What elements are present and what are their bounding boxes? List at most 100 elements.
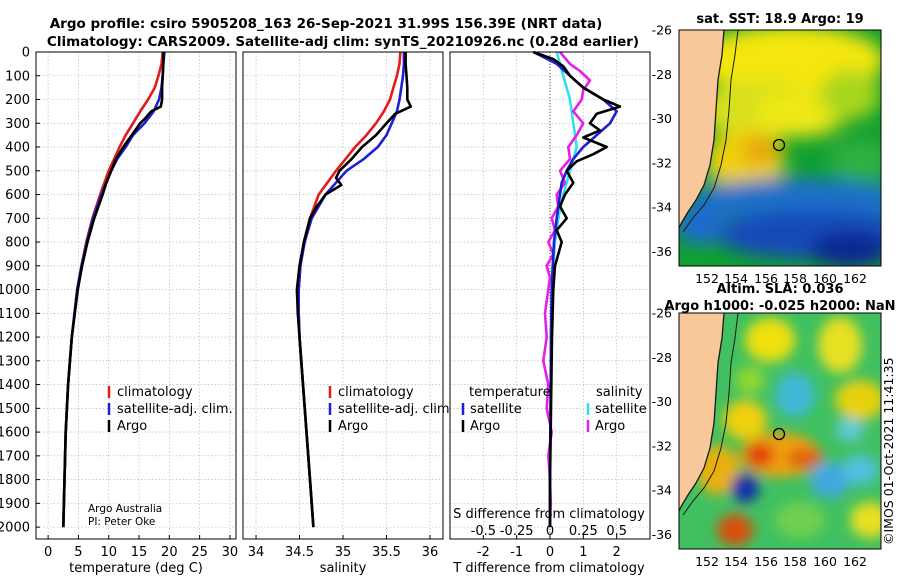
x-tick-label: 30 (222, 545, 239, 560)
sla-profile-marker (772, 427, 786, 441)
sla-shelf-contour (682, 313, 739, 516)
legend-argo-label: Argo (338, 419, 368, 434)
difference-panel: -2 -1 0 1 2 -0.5 -0.25 0 0.25 0.5 S difference f… (449, 50, 651, 576)
x-tick-label: 15 (131, 545, 148, 560)
y-tick-label: 700 (5, 212, 30, 227)
x-tick-label: -1 (510, 545, 523, 560)
sla-lat-tick-labels: -26 -28 -30 -32 -34 -36 (652, 306, 672, 542)
legend-climatology-label: climatology (117, 385, 193, 400)
lat-tick-label: -30 (652, 111, 672, 126)
lat-tick-label: -32 (652, 155, 672, 170)
lon-tick-label: 154 (724, 271, 748, 286)
s-tick-label: 0.5 (606, 524, 627, 539)
temperature-panel: 0100200300400500600700800900100011001200… (0, 46, 238, 577)
salinity-panel: 34 34.5 35 35.5 36 salinity climatology sate… (242, 51, 454, 576)
legend-argo-label: Argo (117, 419, 147, 434)
lon-tick-label: 162 (843, 271, 867, 286)
series-line-t-argo (532, 50, 622, 528)
sst-lat-tick-labels: -26 -28 -30 -32 -34 -36 (652, 23, 672, 259)
s-tick-label: -0.25 (500, 524, 534, 539)
lat-tick-label: -30 (652, 394, 672, 409)
s-difference-label: S difference from climatology (453, 507, 645, 522)
lon-tick-label: 158 (783, 554, 807, 569)
legend-salinity-title: salinity (596, 385, 643, 400)
lon-tick-label: 156 (754, 271, 778, 286)
legend-temperature-title: temperature (469, 385, 551, 400)
x-tick-label: 35.5 (372, 545, 401, 560)
sla-lon-tick-labels: 152 154 156 158 160 162 (695, 554, 867, 569)
series-line-s-argo (541, 51, 592, 528)
x-tick-label: 2 (613, 545, 621, 560)
s-difference-tick-labels: -0.5 -0.25 0 0.25 0.5 (471, 524, 627, 539)
temperature-tick-labels: 0 5 10 15 20 25 30 (44, 535, 238, 560)
salinity-legend: climatology satellite-adj. clim. Argo (328, 385, 454, 434)
y-tick-label: 1600 (0, 426, 30, 441)
credit-line-2: PI: Peter Oke (88, 516, 155, 528)
legend-s-argo-label: Argo (595, 419, 625, 434)
lat-tick-label: -36 (652, 527, 672, 542)
timestamp: ©IMOS 01-Oct-2021 11:41:35 (881, 357, 896, 545)
lon-tick-label: 152 (695, 271, 719, 286)
lon-tick-label: 154 (724, 554, 748, 569)
x-tick-label: 34.5 (285, 545, 314, 560)
legend-satellite-label: satellite-adj. clim. (117, 402, 233, 417)
lat-tick-label: -26 (652, 23, 672, 38)
sst-lon-tick-labels: 152 154 156 158 160 162 (695, 271, 867, 286)
x-tick-label: 35 (335, 545, 352, 560)
legend-t-argo-label: Argo (470, 419, 500, 434)
series-line-argo (62, 52, 165, 528)
sst-land (679, 30, 724, 228)
x-tick-label: 0 (546, 545, 554, 560)
lat-tick-label: -26 (652, 306, 672, 321)
lat-tick-label: -28 (652, 67, 672, 82)
x-tick-label: 34 (248, 545, 265, 560)
depth-tick-labels: 0 100 200 300 400 500 600 700 800 900 1000 1100 1200… (0, 46, 40, 536)
salinity-series (295, 51, 413, 528)
difference-legend: temperature satellite Argo salinity sate… (461, 385, 647, 434)
y-tick-label: 400 (5, 141, 30, 156)
x-tick-label: 20 (161, 545, 178, 560)
legend-t-satellite-label: satellite (470, 402, 522, 417)
x-tick-label: 36 (422, 545, 439, 560)
legend-satellite-label: satellite-adj. clim. (338, 402, 454, 417)
legend-s-satellite-label: satellite (595, 402, 647, 417)
sst-shelf-contour (682, 30, 739, 233)
y-tick-label: 1700 (0, 449, 30, 464)
x-tick-label: 5 (74, 545, 82, 560)
lat-tick-label: -34 (652, 483, 672, 498)
sla-map-panel: Altim. SLA: 0.036 Argo h1000: -0.025 h20… (652, 282, 896, 569)
lat-tick-label: -32 (652, 438, 672, 453)
sla-map-title-1: Altim. SLA: 0.036 (717, 282, 844, 297)
y-tick-label: 500 (5, 164, 30, 179)
sst-map-panel: sat. SST: 18.9 Argo: 19 152 154 156 (652, 12, 882, 286)
t-difference-x-label: T difference from climatology (452, 561, 645, 576)
y-tick-label: 1100 (0, 307, 30, 322)
sst-field (679, 30, 881, 266)
y-tick-label: 1300 (0, 354, 30, 369)
credit-line-1: Argo Australia (88, 503, 162, 515)
title-line-2: Climatology: CARS2009. Satellite-adj cli… (47, 34, 639, 50)
x-tick-label: 0 (44, 545, 52, 560)
x-tick-label: 25 (191, 545, 208, 560)
s-tick-label: -0.5 (471, 524, 496, 539)
y-tick-label: 1800 (0, 473, 30, 488)
lat-tick-label: -28 (652, 350, 672, 365)
series-line-argo (295, 52, 413, 528)
lon-tick-label: 160 (813, 554, 837, 569)
x-tick-label: 10 (100, 545, 117, 560)
temperature-series (62, 51, 166, 528)
salinity-x-label: salinity (320, 561, 367, 576)
salinity-tick-labels: 34 34.5 35 35.5 36 (248, 535, 438, 560)
y-tick-label: 2000 (0, 521, 30, 536)
difference-series (532, 50, 622, 528)
sst-map-title: sat. SST: 18.9 Argo: 19 (696, 12, 863, 27)
s-tick-label: 0 (546, 524, 554, 539)
x-tick-label: -2 (477, 545, 490, 560)
lon-tick-label: 162 (843, 554, 867, 569)
lon-tick-label: 152 (695, 554, 719, 569)
legend-climatology-label: climatology (338, 385, 414, 400)
y-tick-label: 600 (5, 188, 30, 203)
sst-coastline (679, 30, 725, 229)
lat-tick-label: -34 (652, 200, 672, 215)
